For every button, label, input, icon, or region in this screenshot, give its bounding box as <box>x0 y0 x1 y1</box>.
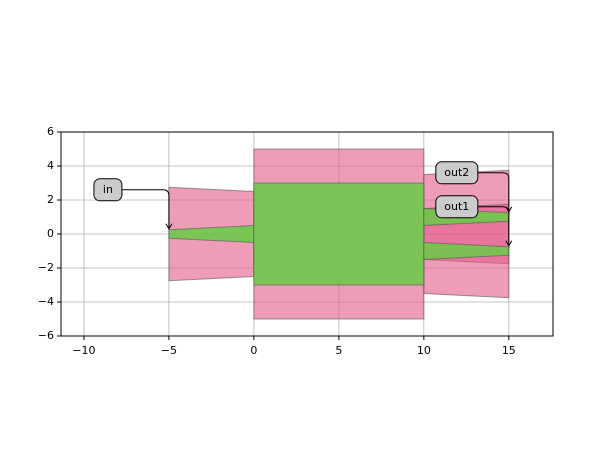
y-tick-label: 6 <box>47 125 54 138</box>
annotation-box <box>93 178 123 202</box>
annotation-label: out2 <box>444 166 469 179</box>
annotation-label: out1 <box>444 200 469 213</box>
arrow-head <box>165 223 173 230</box>
x-tick-label: 0 <box>250 344 257 357</box>
annotation: out1 <box>435 195 513 247</box>
annotation-label: in <box>103 183 113 196</box>
annotation-arrow <box>477 172 510 212</box>
annotation-box <box>435 161 479 185</box>
arrow-head <box>505 240 513 247</box>
x-tick-label: −10 <box>72 344 95 357</box>
x-tick-label: 15 <box>502 344 516 357</box>
annotation: in <box>93 178 173 230</box>
polygon <box>253 182 425 286</box>
x-tick-label: 5 <box>335 344 342 357</box>
annotation: out2 <box>435 161 513 213</box>
annotation-arrow <box>477 206 510 246</box>
y-tick-label: 4 <box>47 159 54 172</box>
y-tick-label: −6 <box>38 329 54 342</box>
y-tick-label: 0 <box>47 227 54 240</box>
annotation-box <box>435 195 479 219</box>
polygon <box>423 241 510 261</box>
x-tick-label: −5 <box>161 344 177 357</box>
y-tick-label: 2 <box>47 193 54 206</box>
y-tick-label: −4 <box>38 295 54 308</box>
x-tick-label: 10 <box>417 344 431 357</box>
y-tick-label: −2 <box>38 261 54 274</box>
annotation-arrow <box>121 189 170 229</box>
